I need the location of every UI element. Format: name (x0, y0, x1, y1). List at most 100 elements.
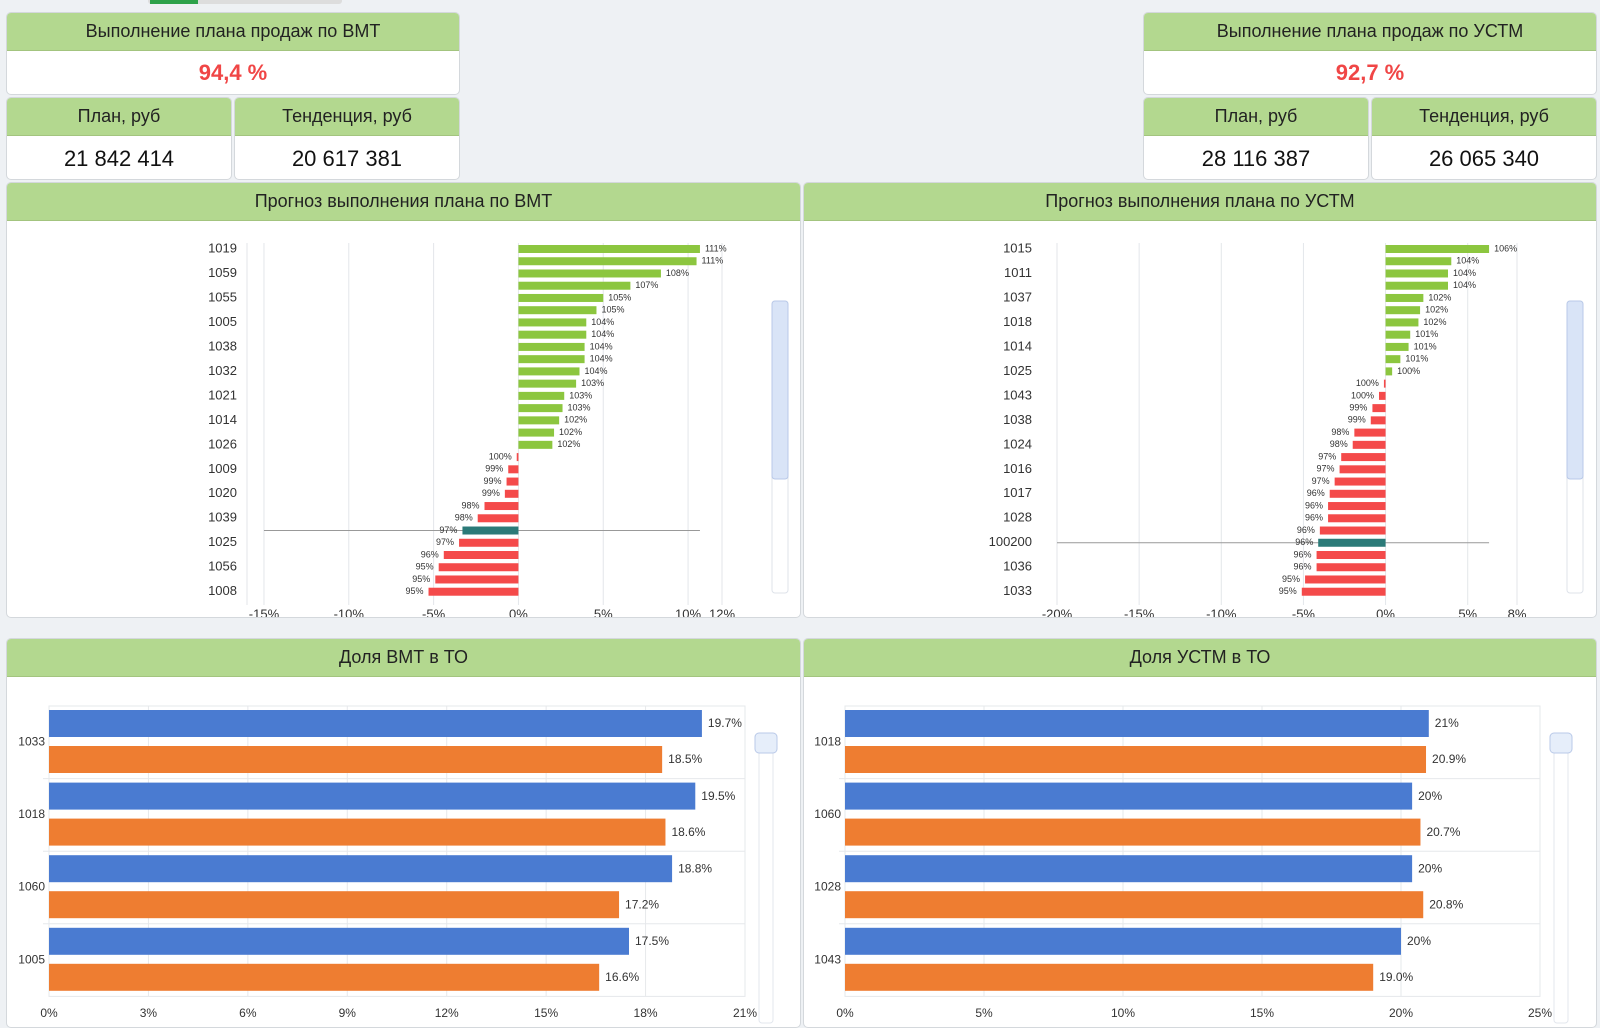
y-tick-label: 1055 (208, 289, 237, 304)
bar (845, 963, 1374, 991)
data-label: 104% (591, 329, 614, 339)
chart: 0% 3% 6% 9% 12% 15% 18% 21% 1033 19.7% 18.5% 1018 19… (18, 705, 778, 1024)
y-tick-label: 1025 (208, 534, 237, 549)
x-tick-label: 0% (40, 1006, 58, 1020)
bar (1341, 453, 1386, 462)
y-tick-label: 1011 (1004, 265, 1032, 280)
y-tick-label: 1033 (1003, 583, 1032, 598)
x-tick-label: 0% (1376, 606, 1395, 618)
y-tick-label: 1019 (208, 240, 237, 255)
bar (518, 342, 585, 351)
bar (518, 269, 661, 278)
y-tick-label: 1060 (814, 807, 841, 821)
kpi-title: План, руб (1144, 98, 1368, 136)
y-tick-label: 1028 (814, 880, 841, 894)
bar (484, 502, 519, 511)
kpi-card: План, руб 21 842 414 (6, 97, 232, 180)
x-tick-label: -15% (1124, 606, 1155, 618)
bar (49, 891, 620, 919)
kpi-title: План, руб (7, 98, 231, 136)
bar (1383, 379, 1386, 388)
data-label: 104% (1456, 256, 1479, 266)
kpi-title: Тенденция, руб (1372, 98, 1596, 136)
bar (435, 575, 519, 584)
top-tab-strip (148, 0, 342, 4)
x-tick-label: 15% (1250, 1006, 1274, 1020)
data-label: 104% (590, 354, 613, 364)
data-label: 103% (569, 390, 592, 400)
data-label: 98% (1331, 427, 1349, 437)
bar (518, 391, 565, 400)
kpi-card: План, руб 28 116 387 (1143, 97, 1369, 180)
data-label: 95% (1282, 574, 1300, 584)
data-label: 96% (1305, 513, 1323, 523)
x-tick-label: -15% (249, 606, 280, 618)
bar (443, 551, 519, 559)
x-tick-label: 6% (239, 1006, 257, 1020)
bar (1339, 465, 1386, 474)
data-label: 97% (439, 525, 457, 535)
bar (49, 855, 673, 883)
y-tick-label: 1039 (208, 510, 237, 525)
y-tick-label: 1015 (1003, 240, 1032, 255)
chart-panel: Доля УСТМ в ТО 0% 5% 10% 15% 20% 25% 1018 21% 20… (803, 638, 1597, 1028)
bar (845, 855, 1413, 883)
kpi-value: 26 065 340 (1428, 146, 1540, 171)
bar (1352, 440, 1386, 449)
data-label: 104% (585, 366, 608, 376)
chart-panel: Прогноз выполнения плана по ВМТ -15% -10%… (6, 182, 801, 618)
y-tick-label: 1009 (208, 461, 237, 476)
y-tick-label: 1024 (1003, 436, 1032, 451)
data-label: 105% (601, 305, 624, 315)
data-label: 20.8% (1429, 897, 1463, 911)
data-label: 102% (564, 415, 587, 425)
bar (1385, 318, 1419, 327)
chart: -15% -10% -5% 0% 5% 10% 12% 1019 111% 111% 1059 108… (208, 240, 789, 618)
bar (1354, 428, 1386, 437)
bar (1385, 330, 1411, 339)
bar (428, 587, 519, 596)
chart-title: Прогноз выполнения плана по УСТМ (804, 183, 1596, 221)
bar (506, 477, 519, 486)
x-tick-label: 20% (1389, 1006, 1413, 1020)
kpi-title: Выполнение плана продаж по ВМТ (7, 13, 459, 51)
y-tick-label: 1038 (1003, 412, 1032, 427)
data-label: 107% (635, 280, 658, 290)
bar (459, 538, 519, 547)
data-label: 96% (1307, 488, 1325, 498)
bar (845, 746, 1427, 773)
bar (49, 927, 629, 955)
data-label: 97% (436, 537, 454, 547)
bar (1372, 404, 1386, 413)
bar (1319, 526, 1386, 535)
data-label: 103% (568, 402, 591, 412)
bar (518, 318, 587, 327)
bar (1385, 342, 1409, 351)
x-tick-label: 5% (594, 606, 613, 618)
bar (49, 710, 702, 737)
y-tick-label: 1043 (1003, 387, 1032, 402)
bar (49, 818, 666, 846)
y-tick-label: 1018 (1003, 314, 1032, 329)
data-label: 102% (1423, 317, 1446, 327)
y-tick-label: 1060 (18, 880, 45, 894)
bar (462, 526, 519, 535)
data-label: 17.2% (625, 897, 659, 911)
data-label: 96% (1294, 562, 1312, 572)
y-tick-label: 1038 (208, 338, 237, 353)
data-label: 96% (421, 549, 439, 559)
bar (508, 465, 519, 474)
top-tab-active (150, 0, 198, 4)
chart-title: Доля ВМТ в ТО (7, 639, 800, 677)
y-tick-label: 1016 (1003, 461, 1032, 476)
bar (518, 293, 604, 302)
chart-title: Доля УСТМ в ТО (804, 639, 1596, 677)
data-label: 99% (1349, 402, 1367, 412)
bar (1334, 477, 1386, 486)
data-label: 98% (1330, 439, 1348, 449)
bar (518, 440, 553, 449)
y-tick-label: 1026 (208, 436, 237, 451)
data-label: 19.5% (701, 789, 735, 803)
bar (845, 710, 1429, 737)
